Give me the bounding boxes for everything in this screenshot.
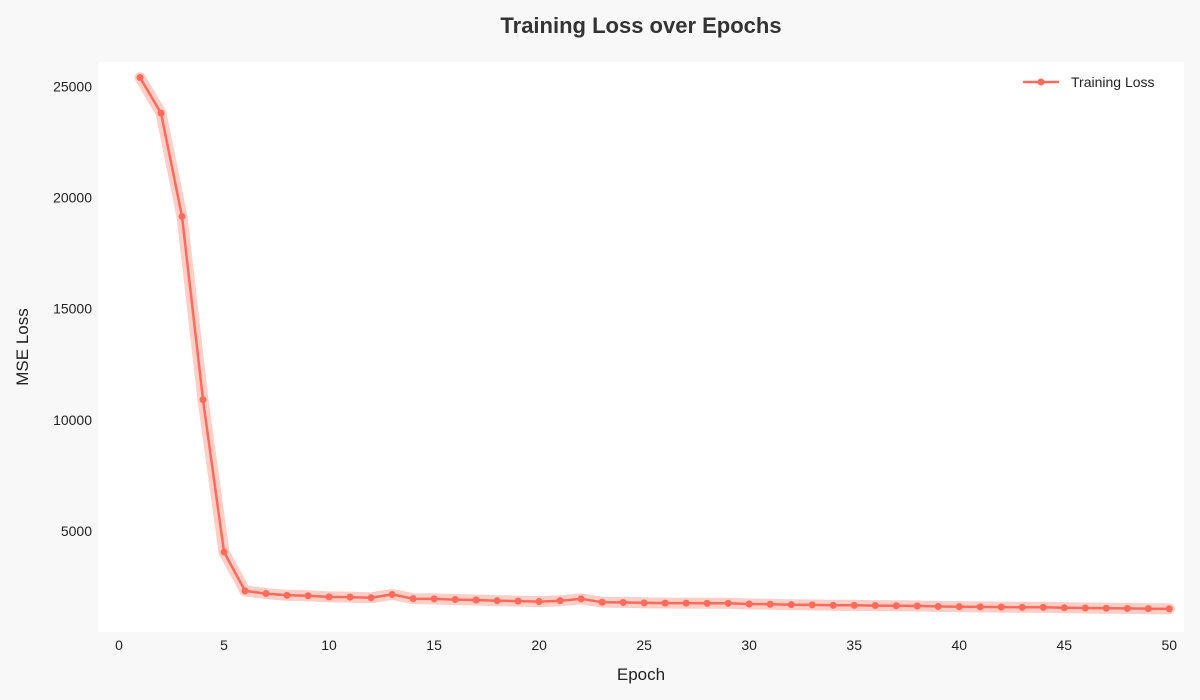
- plot-area: [98, 62, 1184, 632]
- data-point: [1123, 604, 1131, 612]
- data-point: [640, 599, 648, 607]
- x-axis-ticks: 0 5 10 15 20 25 30 35 40 45 50: [115, 637, 1177, 653]
- data-point: [514, 597, 522, 605]
- y-tick-label: 5000: [61, 523, 92, 539]
- data-point: [1039, 603, 1047, 611]
- x-tick-label: 50: [1162, 637, 1178, 653]
- y-axis-label: MSE Loss: [13, 308, 32, 385]
- data-point: [388, 590, 396, 598]
- data-point: [997, 603, 1005, 611]
- data-point: [1165, 605, 1173, 613]
- legend-marker-swatch: [1037, 78, 1045, 86]
- data-point: [346, 593, 354, 601]
- x-tick-label: 25: [636, 637, 652, 653]
- data-point: [430, 595, 438, 603]
- x-tick-label: 15: [426, 637, 442, 653]
- data-point: [1060, 604, 1068, 612]
- data-point: [1102, 604, 1110, 612]
- y-tick-label: 15000: [53, 301, 92, 317]
- data-point: [325, 593, 333, 601]
- data-point: [724, 599, 732, 607]
- data-point: [934, 602, 942, 610]
- data-point: [913, 602, 921, 610]
- data-point: [682, 599, 690, 607]
- data-point: [619, 598, 627, 606]
- data-point: [409, 595, 417, 603]
- data-point: [241, 587, 249, 595]
- data-point: [556, 597, 564, 605]
- data-point: [955, 603, 963, 611]
- data-point: [220, 548, 228, 556]
- data-point: [577, 595, 585, 603]
- data-point: [1081, 604, 1089, 612]
- legend-label: Training Loss: [1071, 74, 1155, 90]
- data-point: [808, 601, 816, 609]
- x-tick-label: 10: [321, 637, 337, 653]
- data-point: [976, 603, 984, 611]
- data-point: [262, 590, 270, 598]
- series-layer: [134, 72, 1175, 615]
- x-axis-label: Epoch: [617, 665, 665, 684]
- x-tick-label: 5: [220, 637, 228, 653]
- data-point: [1144, 605, 1152, 613]
- data-point: [367, 594, 375, 602]
- x-tick-label: 0: [115, 637, 123, 653]
- x-tick-label: 20: [531, 637, 547, 653]
- data-point: [178, 212, 186, 220]
- data-point: [451, 596, 459, 604]
- data-point: [871, 602, 879, 610]
- data-point: [199, 396, 207, 404]
- chart-title: Training Loss over Epochs: [500, 13, 781, 38]
- data-point: [850, 601, 858, 609]
- data-point: [661, 599, 669, 607]
- data-point: [472, 596, 480, 604]
- data-point: [598, 598, 606, 606]
- data-point: [766, 600, 774, 608]
- x-tick-label: 45: [1056, 637, 1072, 653]
- data-point: [535, 598, 543, 606]
- y-tick-label: 20000: [53, 190, 92, 206]
- x-tick-label: 35: [846, 637, 862, 653]
- x-tick-label: 30: [741, 637, 757, 653]
- y-tick-label: 10000: [53, 412, 92, 428]
- data-point: [157, 109, 165, 117]
- data-point: [892, 602, 900, 610]
- data-point: [493, 597, 501, 605]
- data-point: [787, 601, 795, 609]
- series-line: [138, 76, 1171, 611]
- data-point: [1018, 603, 1026, 611]
- data-point: [304, 592, 312, 600]
- x-tick-label: 40: [951, 637, 967, 653]
- legend: Training Loss: [1022, 74, 1155, 90]
- data-point: [703, 599, 711, 607]
- data-point: [136, 74, 144, 82]
- data-point: [829, 601, 837, 609]
- data-point: [283, 591, 291, 599]
- data-point: [745, 600, 753, 608]
- y-axis-ticks: 5000 10000 15000 20000 25000: [53, 78, 92, 538]
- y-tick-label: 25000: [53, 78, 92, 94]
